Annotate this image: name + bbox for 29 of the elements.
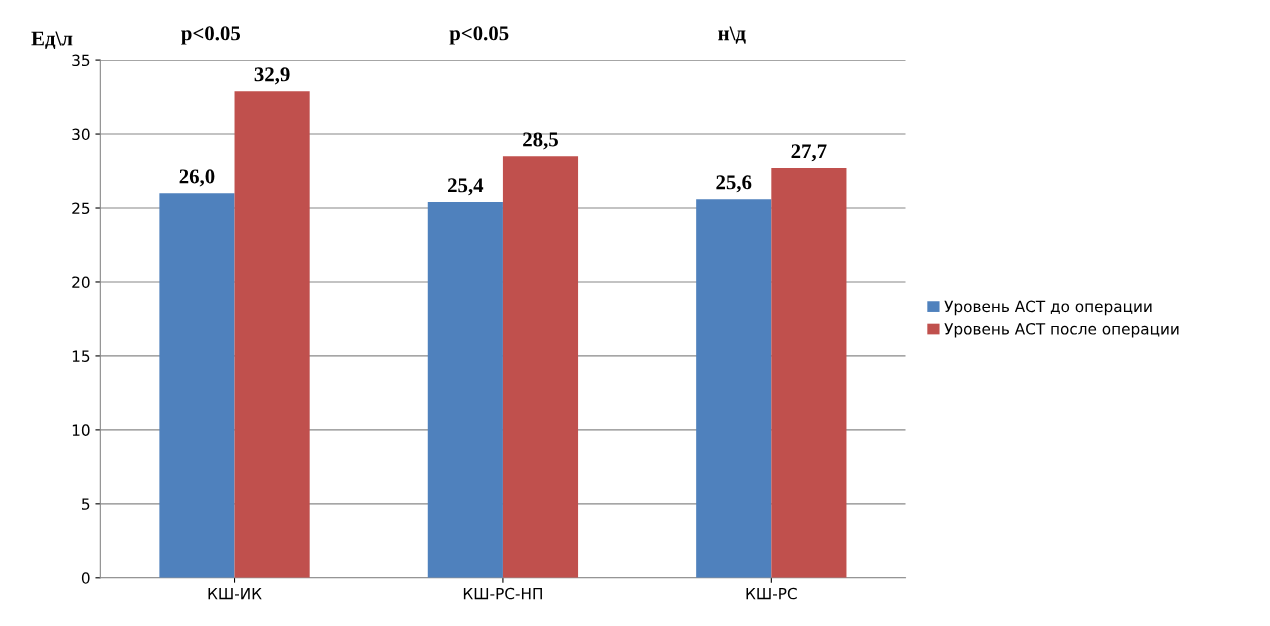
text: p<0.05 xyxy=(181,26,240,45)
legend-label: Уровень АСТ до операции xyxy=(944,300,1152,316)
bar xyxy=(502,156,579,578)
y-tick-label: 5 xyxy=(82,498,90,510)
y-tick-label: 35 xyxy=(72,54,90,67)
bar xyxy=(696,199,772,578)
y-tick-label: 25 xyxy=(72,202,90,215)
y-tick-label: 10 xyxy=(72,424,90,436)
y-tick-label: 20 xyxy=(72,276,90,288)
data-label: 28,5 xyxy=(523,132,558,150)
bar xyxy=(159,193,235,578)
bar xyxy=(771,168,847,578)
y-tick-label: 30 xyxy=(72,128,90,141)
text: н\д xyxy=(718,26,746,44)
y-tick-label: 15 xyxy=(72,350,90,362)
data-label: 25,4 xyxy=(447,178,484,196)
data-label: 25,6 xyxy=(716,175,752,193)
y-axis-title: Ед\л xyxy=(31,31,73,49)
data-label: 26,0 xyxy=(179,169,215,187)
bar xyxy=(234,91,310,578)
x-tick-label: КШ-РС xyxy=(746,587,797,600)
data-label: 27,7 xyxy=(791,144,827,162)
y-tick-label: 0 xyxy=(81,572,90,584)
bar xyxy=(427,202,503,578)
legend-label: Уровень АСТ после операции xyxy=(944,323,1179,338)
text: p<0.05 xyxy=(449,26,509,45)
data-label: 32,9 xyxy=(254,67,290,85)
x-tick-label: КШ-РС-НП xyxy=(463,587,542,600)
x-tick-label: КШ-ИК xyxy=(208,587,262,600)
